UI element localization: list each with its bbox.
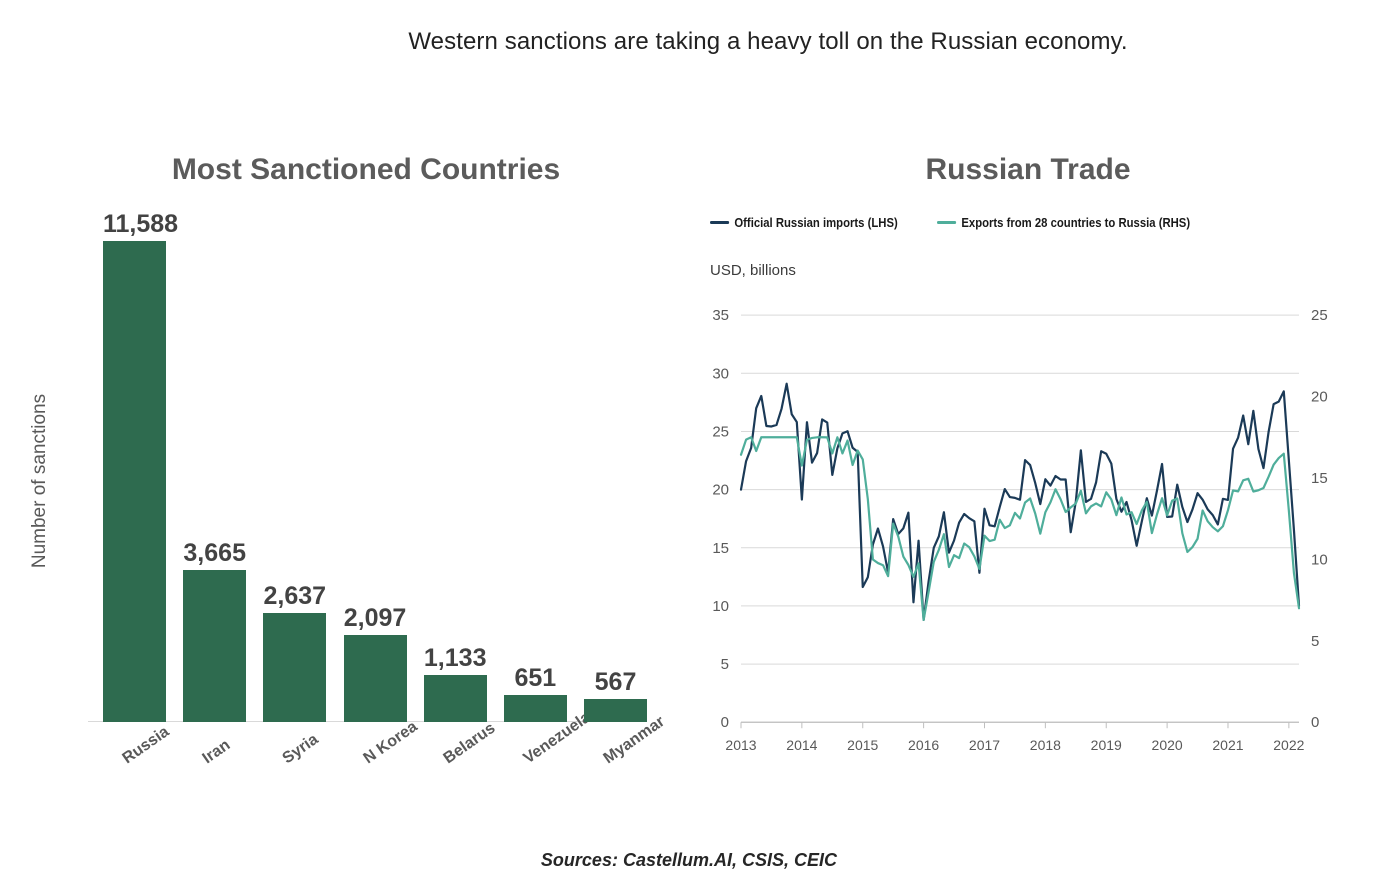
svg-text:15: 15 bbox=[712, 540, 729, 557]
svg-text:25: 25 bbox=[712, 423, 729, 440]
svg-text:2016: 2016 bbox=[908, 737, 939, 753]
svg-text:5: 5 bbox=[1311, 633, 1319, 650]
svg-text:2019: 2019 bbox=[1091, 737, 1122, 753]
svg-text:35: 35 bbox=[712, 307, 729, 324]
svg-text:2022: 2022 bbox=[1273, 737, 1304, 753]
svg-text:2013: 2013 bbox=[725, 737, 756, 753]
svg-text:0: 0 bbox=[721, 714, 729, 731]
svg-text:2021: 2021 bbox=[1212, 737, 1243, 753]
svg-text:0: 0 bbox=[1311, 714, 1319, 731]
svg-text:30: 30 bbox=[712, 365, 729, 382]
svg-text:2015: 2015 bbox=[847, 737, 878, 753]
svg-text:2018: 2018 bbox=[1030, 737, 1061, 753]
svg-text:2020: 2020 bbox=[1152, 737, 1183, 753]
svg-text:20: 20 bbox=[1311, 389, 1328, 406]
svg-text:2014: 2014 bbox=[786, 737, 817, 753]
svg-text:15: 15 bbox=[1311, 470, 1328, 487]
svg-text:25: 25 bbox=[1311, 307, 1328, 324]
svg-text:20: 20 bbox=[712, 482, 729, 499]
svg-text:5: 5 bbox=[721, 656, 729, 673]
svg-text:2017: 2017 bbox=[969, 737, 1000, 753]
svg-text:10: 10 bbox=[712, 598, 729, 615]
svg-text:10: 10 bbox=[1311, 551, 1328, 568]
